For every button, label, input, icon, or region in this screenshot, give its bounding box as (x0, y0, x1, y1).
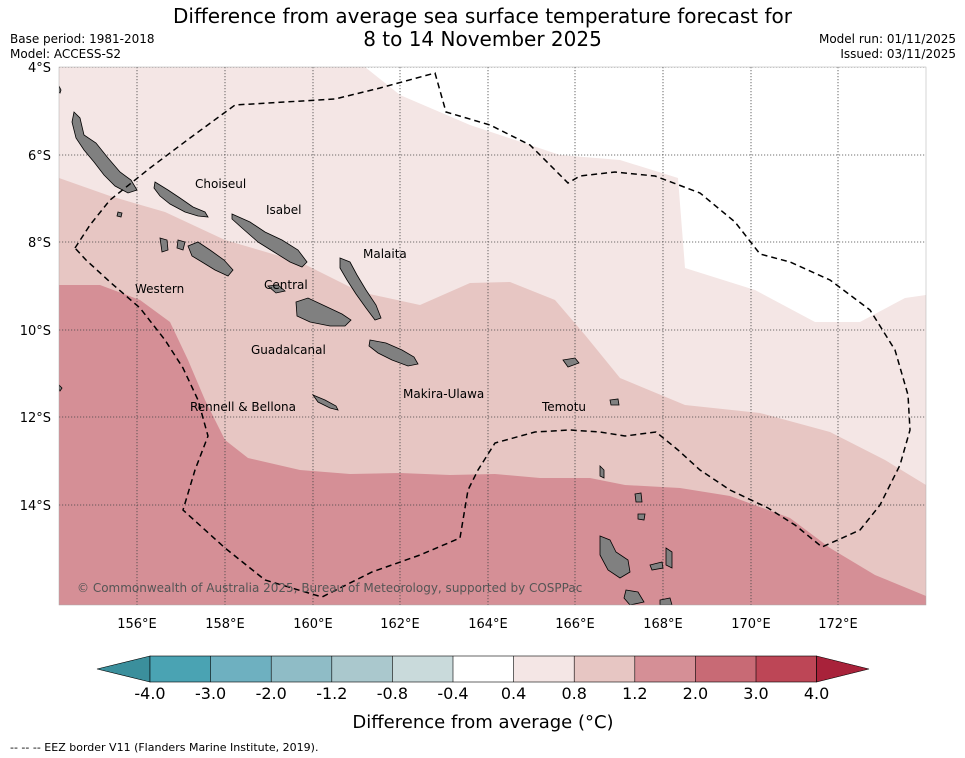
region-labels: Choiseul Isabel Malaita Western Central … (135, 177, 586, 414)
colorbar-segment (756, 656, 817, 682)
colorbar-title: Difference from average (°C) (352, 712, 613, 733)
label-central: Central (264, 278, 308, 292)
colorbar-tick: 0.8 (561, 684, 586, 703)
label-temotu: Temotu (541, 400, 586, 414)
colorbar-segment (210, 656, 272, 682)
colorbar-tick: 0.4 (501, 684, 526, 703)
island-santa-cruz (562, 357, 580, 368)
island-malaita (339, 257, 382, 321)
island-vanuatu-small-2 (665, 547, 673, 569)
island-bougainville (71, 111, 138, 194)
colorbar-segment (271, 656, 332, 682)
lon-tick-172e: 172°E (818, 617, 858, 632)
colorbar-segment (150, 656, 211, 682)
lat-tick-14s: 14°S (20, 499, 51, 514)
colorbar-tick: 2.0 (683, 684, 708, 703)
island-vanikoro (609, 398, 620, 406)
map-area: Choiseul Isabel Malaita Western Central … (59, 67, 926, 605)
colorbar-tick: -0.4 (437, 684, 468, 703)
eez-footnote: -- -- -- EEZ border V11 (Flanders Marine… (10, 741, 318, 754)
issued-date: Issued: 03/11/2025 (840, 47, 956, 61)
colorbar-segment (453, 656, 514, 682)
lon-tick-162e: 162°E (380, 617, 420, 632)
island-makira (368, 339, 419, 367)
label-choiseul: Choiseul (195, 177, 246, 191)
island-small-west-2 (59, 85, 62, 94)
island-choiseul (153, 181, 209, 218)
island-vella-lavella (159, 237, 169, 253)
colorbar-tick: 3.0 (743, 684, 768, 703)
map-copyright: © Commonwealth of Australia 2025, Bureau… (77, 581, 582, 595)
lat-tick-8s: 8°S (28, 236, 51, 251)
lon-tick-170e: 170°E (731, 617, 771, 632)
colorbar: -4.0 -3.0 -2.0 -1.2 -0.8 -0.4 0.4 0.8 1.… (96, 655, 870, 733)
lat-tick-12s: 12°S (20, 411, 51, 426)
colorbar-tick: -3.0 (195, 684, 226, 703)
lat-tick-10s: 10°S (20, 324, 51, 339)
colorbar-tick-labels: -4.0 -3.0 -2.0 -1.2 -0.8 -0.4 0.4 0.8 1.… (134, 684, 829, 703)
colorbar-segment (392, 656, 453, 682)
chart-title-line1: Difference from average sea surface temp… (172, 4, 792, 28)
longitude-ticks: 156°E 158°E 160°E 162°E 164°E 166°E 168°… (117, 617, 858, 632)
colorbar-tick: -0.8 (377, 684, 408, 703)
label-malaita: Malaita (363, 247, 407, 261)
label-rennell-bellona: Rennell & Bellona (190, 400, 296, 414)
label-guadalcanal: Guadalcanal (251, 343, 326, 357)
island-malakula (623, 589, 645, 605)
lat-tick-4s: 4°S (28, 61, 51, 76)
colorbar-dividers (210, 656, 757, 682)
latitude-ticks: 4°S 6°S 8°S 10°S 12°S 14°S (20, 61, 51, 514)
island-guadalcanal (295, 297, 352, 327)
colorbar-tick: 1.2 (622, 684, 647, 703)
label-isabel: Isabel (266, 203, 301, 217)
lon-tick-158e: 158°E (205, 617, 245, 632)
colorbar-outline (149, 655, 817, 683)
model-run: Model run: 01/11/2025 (818, 32, 956, 46)
lon-tick-160e: 160°E (293, 617, 333, 632)
island-small-west (59, 384, 63, 392)
island-vanuatu-small-1 (649, 561, 664, 571)
colorbar-tick: -4.0 (134, 684, 165, 703)
island-new-georgia (187, 241, 234, 277)
island-small-east (659, 597, 673, 605)
lat-tick-6s: 6°S (28, 149, 51, 164)
lon-tick-164e: 164°E (468, 617, 508, 632)
island-espiritu-santo (599, 535, 631, 579)
island-vanuatu-small-5 (599, 465, 605, 479)
island-isabel (231, 213, 308, 268)
colorbar-segment (634, 656, 696, 682)
island-florida (267, 284, 286, 294)
colorbar-tick: 4.0 (804, 684, 829, 703)
colorbar-segment (695, 656, 756, 682)
model-name: Model: ACCESS-S2 (10, 47, 122, 61)
label-western: Western (135, 282, 184, 296)
colorbar-extend-high (816, 655, 870, 683)
colorbar-segment (513, 656, 575, 682)
base-period: Base period: 1981-2018 (10, 32, 155, 46)
lon-tick-156e: 156°E (117, 617, 157, 632)
chart-title-line2: 8 to 14 November 2025 (363, 27, 602, 51)
lon-tick-166e: 166°E (555, 617, 595, 632)
label-makira-ulawa: Makira-Ulawa (403, 387, 484, 401)
colorbar-segment (331, 656, 393, 682)
colorbar-segment (574, 656, 635, 682)
lon-tick-168e: 168°E (643, 617, 683, 632)
colorbar-tick: -2.0 (256, 684, 287, 703)
island-rennell (311, 394, 339, 411)
anomaly-band-1-2-2-0 (59, 285, 926, 605)
colorbar-extend-low (96, 655, 151, 683)
land-masses (59, 85, 673, 605)
map-frame (58, 66, 927, 606)
island-shortland (116, 211, 123, 218)
island-kolombangara (176, 239, 186, 251)
colorbar-tick: -1.2 (316, 684, 347, 703)
island-vanuatu-small-3 (634, 492, 643, 503)
island-vanuatu-small-4 (637, 513, 646, 521)
